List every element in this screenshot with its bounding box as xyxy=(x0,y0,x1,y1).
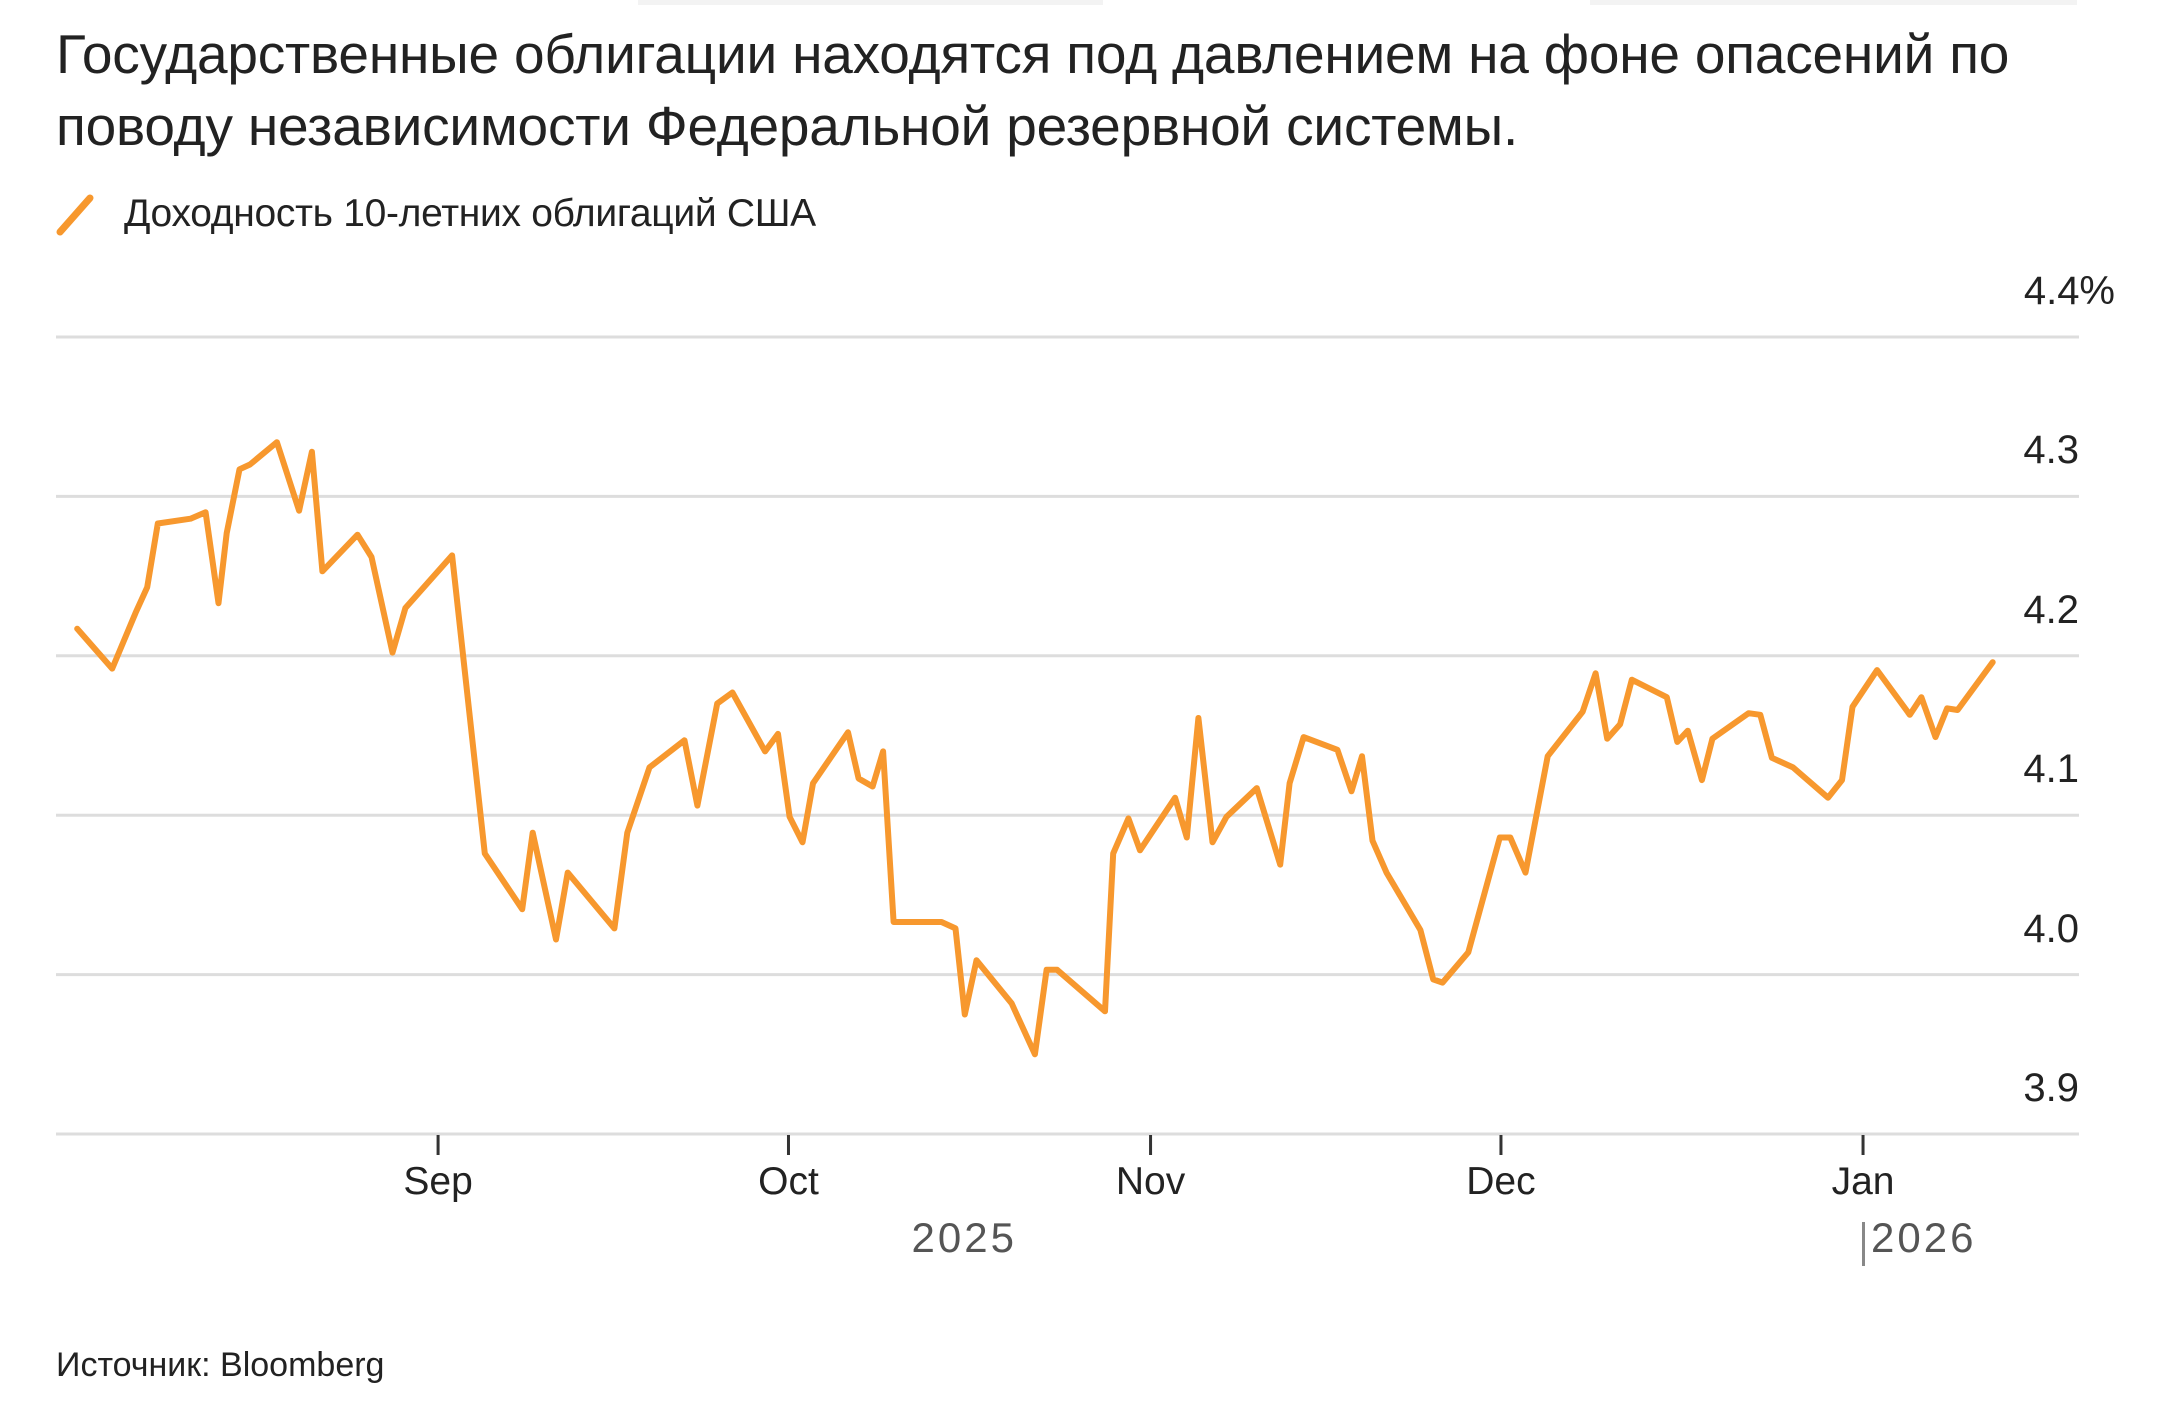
source-note: Источник: Bloomberg xyxy=(56,1346,385,1384)
yield-line xyxy=(74,439,1996,1058)
y-axis-label: 4.2 xyxy=(2023,587,2079,632)
chart-title: Государственные облигации находятся под … xyxy=(56,23,2010,157)
x-axis-label: Oct xyxy=(758,1160,819,1203)
x-axis-label: Jan xyxy=(1831,1160,1895,1203)
x-axis-label: Nov xyxy=(1115,1160,1186,1203)
legend: Доходность 10-летних облигаций США xyxy=(56,188,816,240)
y-axis-label: 4.1 xyxy=(2023,747,2079,792)
legend-label: Доходность 10-летних облигаций США xyxy=(124,192,816,235)
y-axis-label: 3.9 xyxy=(2023,1066,2079,1110)
y-axis-label: 4.3 xyxy=(2023,428,2079,473)
year-label: 2025 xyxy=(911,1214,1017,1261)
top-strip-left xyxy=(638,0,1103,5)
y-axis-label: 4.0 xyxy=(2023,906,2079,951)
year-marker xyxy=(1862,1222,1866,1266)
year-label: 2026 xyxy=(1871,1214,1977,1261)
top-strip-right xyxy=(1590,0,2077,5)
x-axis-label: Dec xyxy=(1466,1160,1536,1203)
diagonal-line-icon xyxy=(56,190,96,238)
x-axis-label: Sep xyxy=(403,1160,473,1203)
gridlines xyxy=(56,335,2079,1136)
y-axis-label: 4.4% xyxy=(2023,269,2115,313)
x-axis-ticks xyxy=(436,1135,1865,1155)
